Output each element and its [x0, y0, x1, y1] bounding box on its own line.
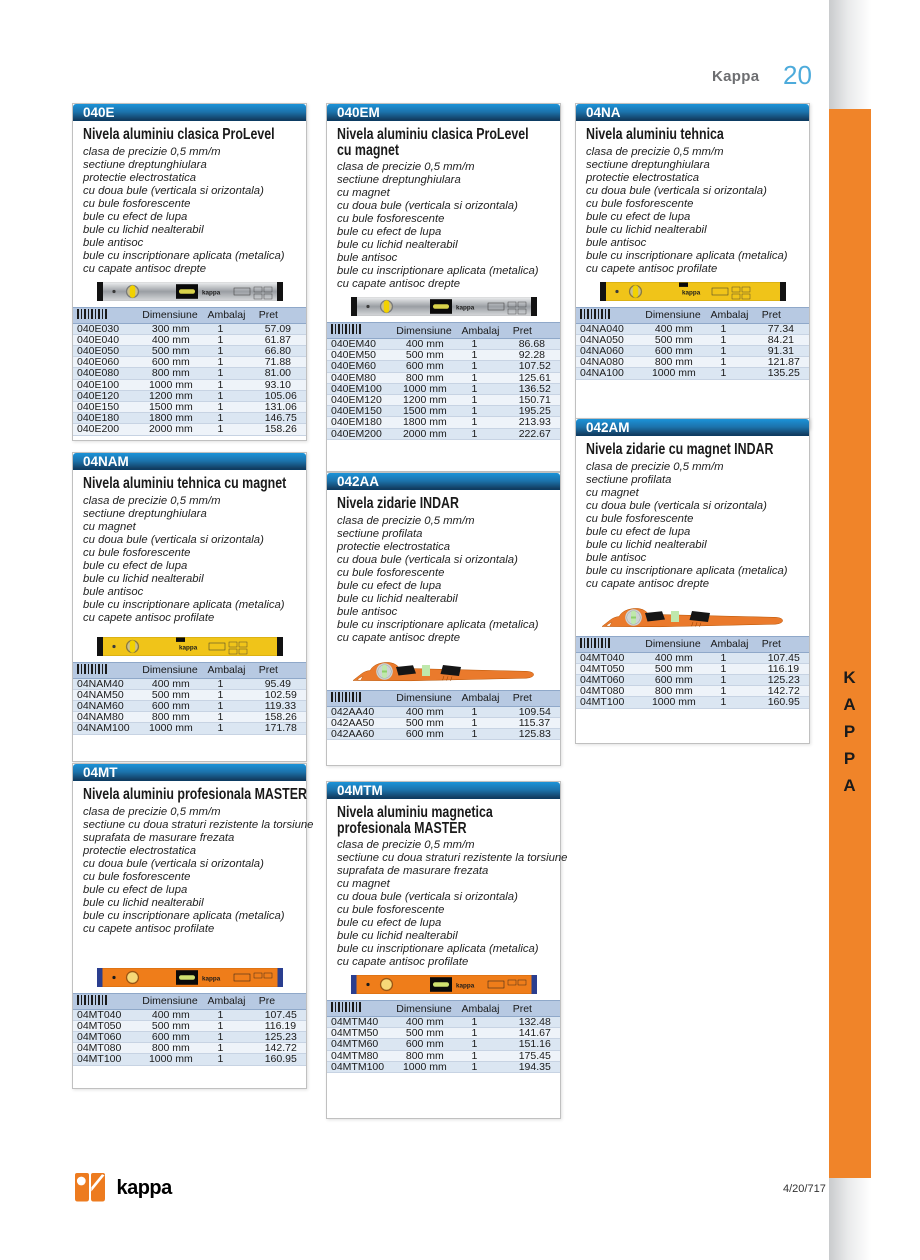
- svg-text:kappa: kappa: [202, 289, 221, 296]
- svg-text:kappa: kappa: [179, 644, 198, 651]
- svg-text:kappa: kappa: [456, 982, 475, 989]
- svg-text:kappa: kappa: [456, 304, 475, 311]
- svg-text:kappa: kappa: [202, 975, 221, 982]
- svg-text:kappa: kappa: [682, 289, 701, 296]
